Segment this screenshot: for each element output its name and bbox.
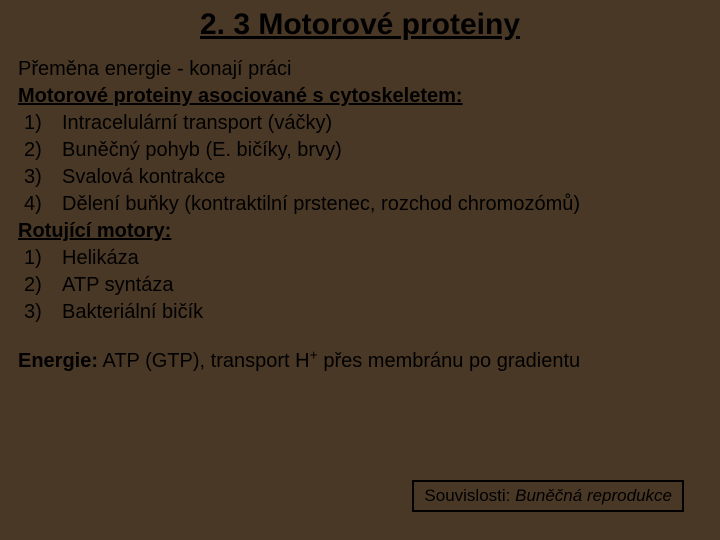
intro-line: Přeměna energie - konají práci [18,56,702,83]
section2-item: 2)ATP syntáza [24,272,702,299]
section1-item: 4)Dělení buňky (kontraktilní prstenec, r… [24,191,702,218]
section1-heading: Motorové proteiny asociované s cytoskele… [18,83,702,110]
section2-heading: Rotující motory: [18,218,702,245]
energy-text-before: ATP (GTP), transport H [98,350,310,372]
energy-superscript: + [310,346,318,362]
body-content: Přeměna energie - konají práci Motorové … [18,56,702,375]
list-text: ATP syntáza [62,274,174,296]
slide-title: 2. 3 Motorové proteiny [78,8,642,42]
section2-item: 1)Helikáza [24,245,702,272]
list-number: 3) [24,299,62,326]
list-text: Bakteriální bičík [62,301,203,323]
list-number: 4) [24,191,62,218]
list-text: Svalová kontrakce [62,166,225,188]
energy-line: Energie: ATP (GTP), transport H+ přes me… [18,348,702,375]
energy-label: Energie: [18,350,98,372]
section1-item: 3)Svalová kontrakce [24,164,702,191]
energy-text-after: přes membránu po gradientu [318,350,580,372]
list-number: 1) [24,245,62,272]
list-number: 1) [24,110,62,137]
caption-box: Souvislosti: Buněčná reprodukce [412,480,684,512]
list-text: Intracelulární transport (váčky) [62,112,332,134]
list-number: 2) [24,272,62,299]
section1-item: 1)Intracelulární transport (váčky) [24,110,702,137]
list-number: 3) [24,164,62,191]
caption-value: Buněčná reprodukce [515,486,672,505]
list-text: Helikáza [62,247,139,269]
section2-item: 3)Bakteriální bičík [24,299,702,326]
caption-label: Souvislosti: [424,486,515,505]
list-text: Dělení buňky (kontraktilní prstenec, roz… [62,193,580,215]
slide-content: 2. 3 Motorové proteiny Přeměna energie -… [0,0,720,383]
section1-item: 2)Buněčný pohyb (E. bičíky, brvy) [24,137,702,164]
list-text: Buněčný pohyb (E. bičíky, brvy) [62,139,342,161]
list-number: 2) [24,137,62,164]
